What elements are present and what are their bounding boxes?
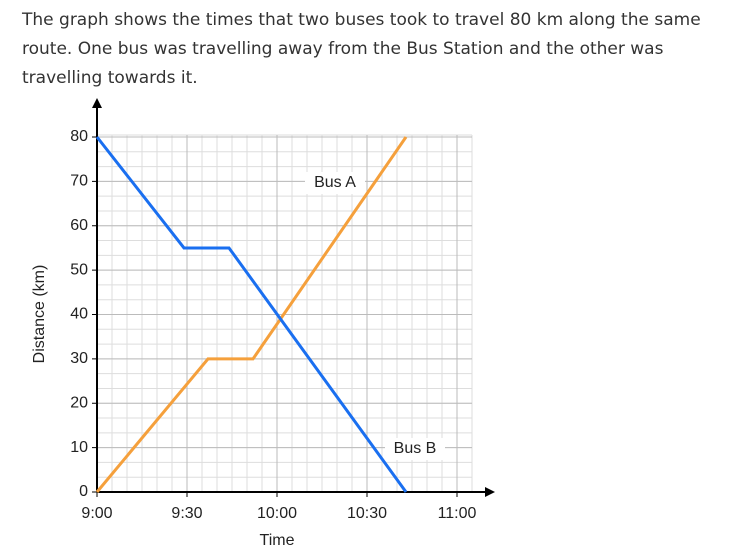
y-tick-label: 0	[79, 483, 88, 500]
y-axis-label: Distance (km)	[31, 265, 48, 364]
x-tick-label: 10:00	[257, 505, 297, 522]
x-tick-label: 9:00	[81, 505, 112, 522]
y-tick-label: 30	[70, 350, 88, 367]
series-label: Bus B	[394, 440, 437, 457]
y-tick-label: 50	[70, 261, 88, 278]
series-line	[95, 136, 408, 493]
y-tick-label: 40	[70, 306, 88, 323]
series-label: Bus A	[314, 174, 356, 191]
y-tick-label: 20	[70, 394, 88, 411]
y-tick-label: 70	[70, 173, 88, 190]
y-tick-label: 10	[70, 439, 88, 456]
question-text: The graph shows the times that two buses…	[22, 10, 701, 88]
label-bg	[305, 172, 365, 194]
y-tick-label: 80	[70, 128, 88, 145]
x-tick-label: 11:00	[438, 505, 477, 522]
grid: 0 10 20 30 40 50 60 70 80 9:00 9:30 10:00 10:30 11:00	[70, 128, 476, 522]
series-line	[95, 136, 408, 493]
plot: Bus A Bus B	[92, 98, 495, 497]
x-tick-label: 10:30	[347, 505, 387, 522]
x-axis-label: Time	[260, 532, 295, 549]
y-tick-label: 60	[70, 217, 88, 234]
label-bg	[385, 438, 445, 460]
x-tick-label: 9:30	[171, 505, 202, 522]
